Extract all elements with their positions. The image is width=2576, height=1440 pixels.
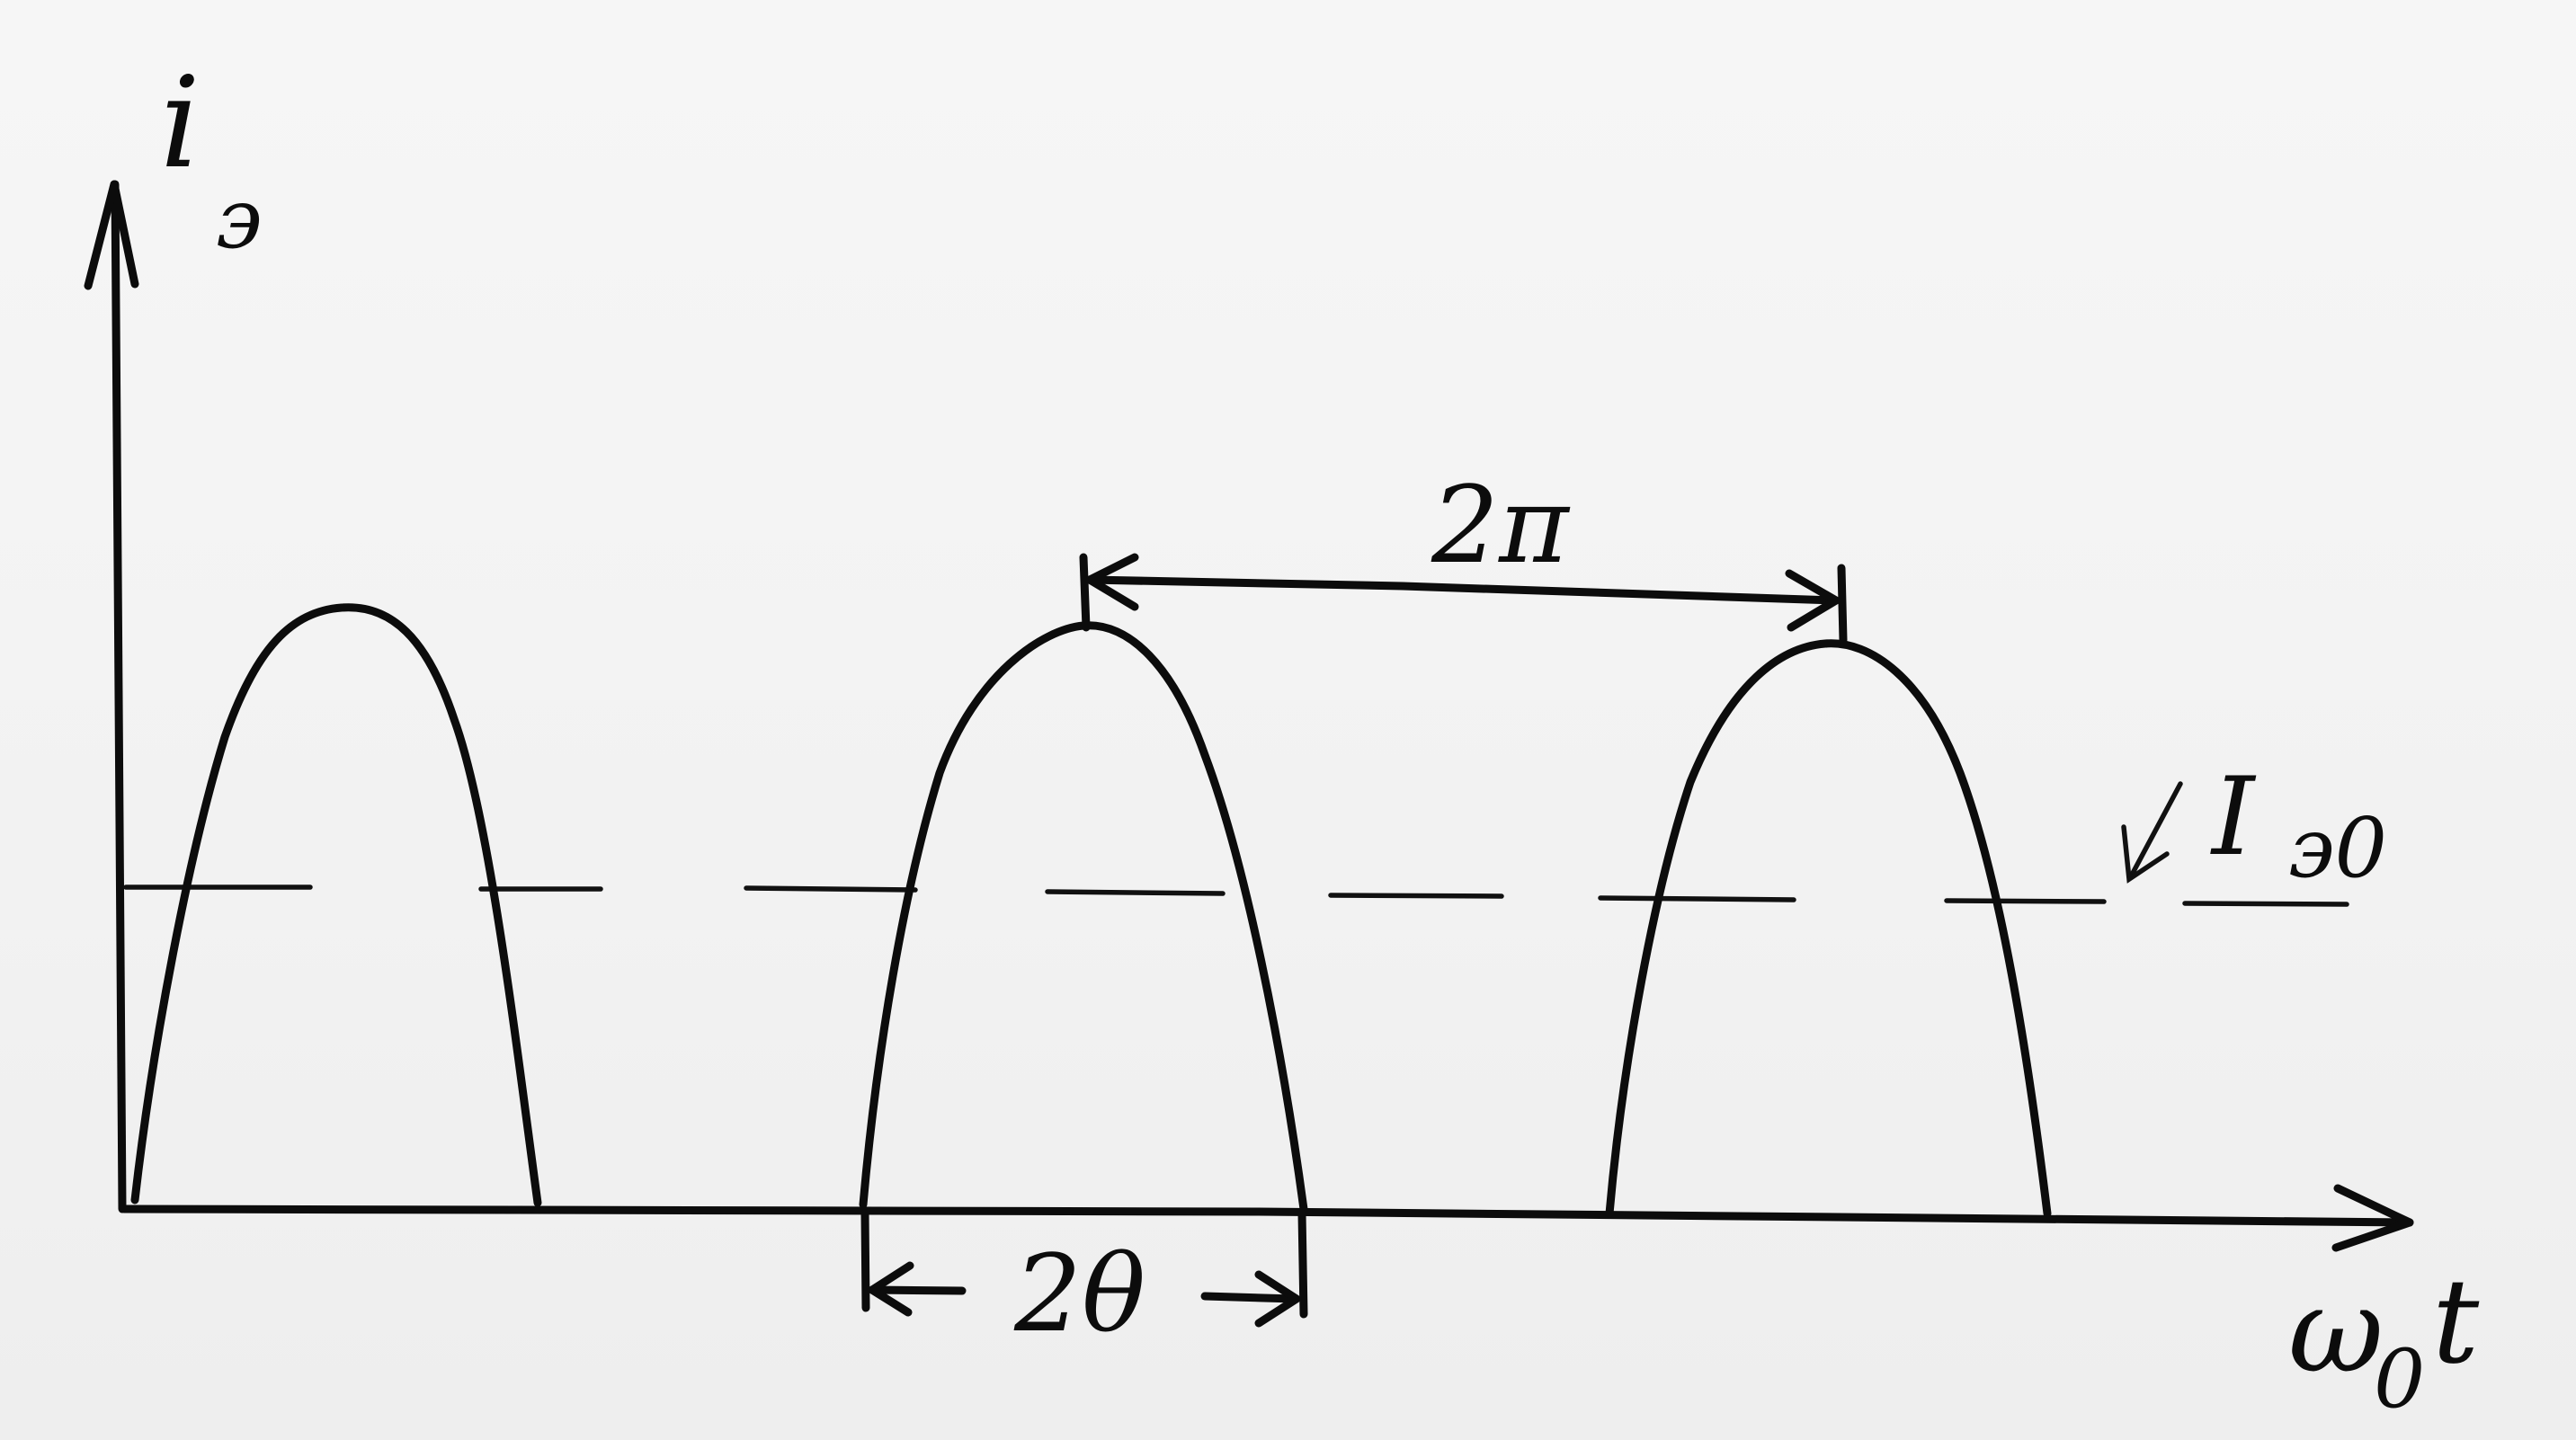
x-axis-arrowhead (2331, 1184, 2414, 1252)
dash-segment (1944, 898, 2107, 904)
dash-segment (1045, 889, 1226, 896)
width-tick-right (1297, 1209, 1308, 1319)
dc-level-label-main: I (2210, 755, 2257, 880)
x-axis-label: ω 0 t (2288, 1253, 2480, 1427)
dash-segment (1598, 895, 1796, 902)
dc-level-pointer-head (2121, 824, 2170, 884)
dash-segment (744, 885, 918, 893)
dc-level-label-sub: э0 (2288, 800, 2387, 896)
width-arrowhead-left (868, 1261, 914, 1317)
x-axis (120, 1184, 2414, 1252)
y-axis-arrowhead (84, 180, 139, 290)
width-arrow-left (868, 1285, 967, 1295)
y-axis (84, 180, 139, 1213)
period-dimension: 2π (1079, 463, 1848, 644)
y-axis-label: i э (160, 50, 263, 267)
dash-segment (2182, 901, 2349, 907)
x-axis-label-tail: t (2432, 1253, 2480, 1390)
period-label: 2π (1431, 463, 1571, 587)
pulse-2 (859, 621, 1308, 1213)
x-axis-line (120, 1204, 2414, 1227)
y-axis-line (111, 180, 127, 1213)
dc-level-pointer-line (2128, 781, 2183, 879)
pulse-1 (130, 603, 542, 1207)
dc-level-label: I э0 (2121, 755, 2387, 896)
pulse-width-label: 2θ (1013, 1231, 1145, 1356)
period-tick-right (1837, 564, 1848, 644)
width-arrowhead-right (1254, 1270, 1301, 1328)
x-axis-label-sub: 0 (2374, 1332, 2425, 1427)
dc-level-dashed-line (123, 884, 2349, 907)
x-axis-label-main: ω (2288, 1262, 2384, 1399)
y-axis-label-sub: э (216, 171, 263, 267)
period-tick-left (1079, 553, 1091, 632)
dash-segment (1328, 893, 1504, 899)
period-arrowhead-left (1085, 553, 1139, 611)
y-axis-label-main: i (160, 50, 201, 197)
pulse-3 (1605, 639, 2052, 1218)
width-tick-left (860, 1209, 870, 1312)
period-arrowhead-right (1785, 569, 1841, 632)
period-arrow-line (1085, 575, 1839, 605)
width-arrow-right (1200, 1292, 1299, 1303)
current-pulses (130, 603, 2052, 1218)
pulse-width-dimension: 2θ (860, 1209, 1308, 1356)
